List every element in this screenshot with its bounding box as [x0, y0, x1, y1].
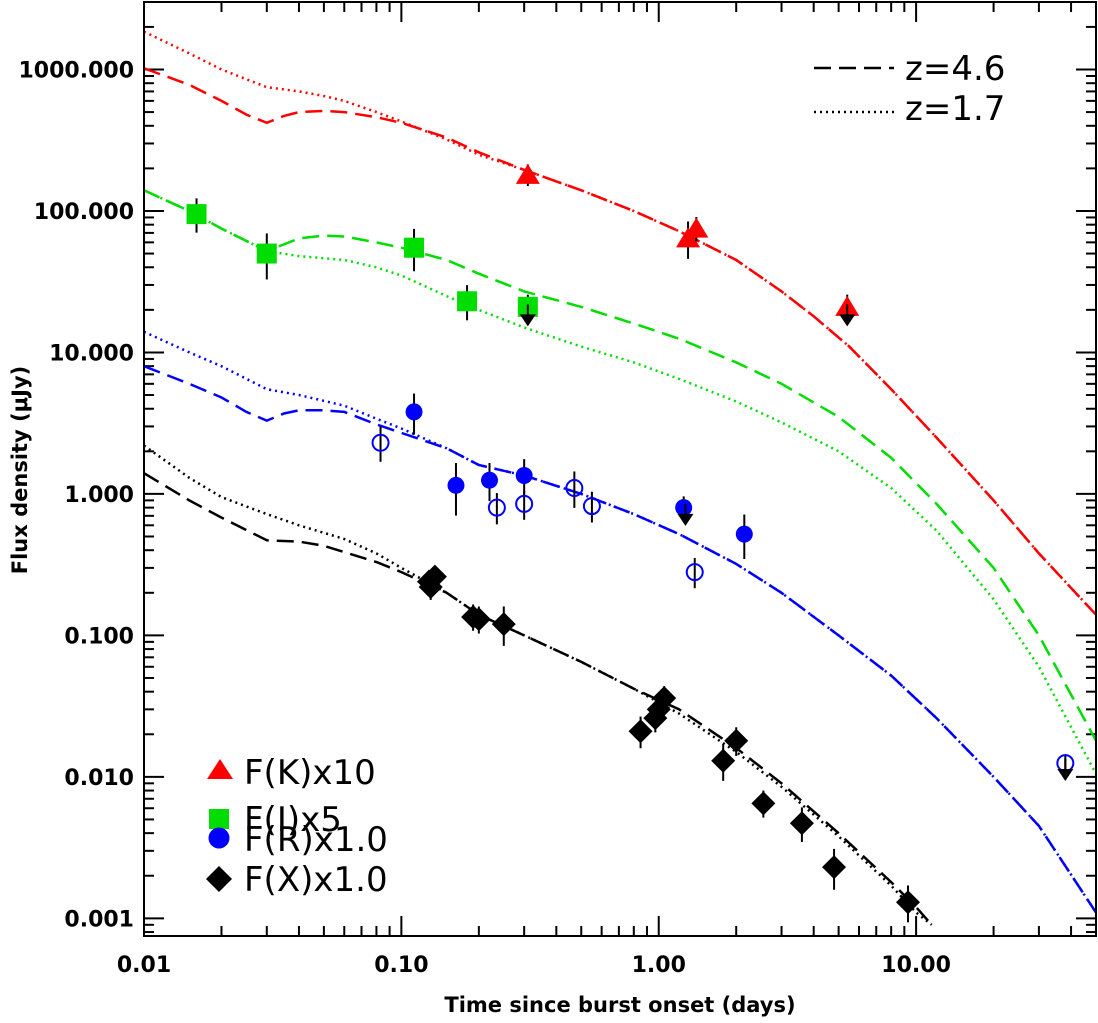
data-point-diamond [491, 612, 516, 637]
data-point-circle-filled [675, 499, 693, 517]
y-tick-label: 0.100 [64, 624, 134, 649]
legend-label-fr: F(R)x1.0 [244, 820, 388, 860]
legend-label-z46: z=4.6 [905, 49, 1005, 89]
data-point-circle-open [515, 494, 534, 513]
legend-square-marker [209, 809, 229, 829]
data-point-circle-filled [447, 476, 465, 494]
data-point-diamond [422, 564, 447, 589]
data-point-circle-filled [515, 466, 533, 484]
data-point-diamond [466, 607, 491, 632]
data-point-triangle [515, 163, 540, 184]
data-point-square [256, 243, 277, 264]
upper-limit-arrow [1057, 768, 1074, 781]
x-axis-title: Time since burst onset (days) [444, 993, 795, 1017]
data-point-diamond [822, 855, 847, 880]
data-point-diamond [895, 890, 920, 915]
data-point-diamond [724, 728, 749, 753]
data-point-diamond [652, 686, 677, 711]
plot-frame [143, 1, 1097, 937]
y-tick-label: 1.000 [64, 483, 134, 508]
line-style-legend: z=4.6 z=1.7 [814, 49, 1005, 129]
data-point-diamond [751, 791, 776, 816]
x-tick-label: 0.10 [374, 953, 428, 978]
data-point-circle-open [371, 433, 390, 452]
legend-label-fk: F(K)x10 [244, 753, 376, 793]
data-point-square [457, 291, 478, 312]
x-tick-label: 10.00 [881, 953, 951, 978]
y-tick-label: 10.000 [49, 341, 134, 366]
legend-circle-marker [208, 827, 230, 849]
model-curve-z46-f-x-x1-0 [144, 472, 933, 926]
data-point-diamond [711, 748, 736, 773]
marker-legend: F(K)x10 F(I)x5 F(R)x1.0 F(X)x1.0 [206, 753, 388, 900]
x-axis-ticks: 0.01 0.10 1.00 10.00 [117, 2, 1097, 978]
upper-limit-arrow [519, 314, 536, 327]
y-tick-label: 0.010 [64, 766, 134, 791]
x-tick-label: 1.00 [632, 953, 686, 978]
data-point-circle-filled [735, 525, 753, 543]
y-axis-title: Flux density (μJy) [8, 366, 32, 574]
y-tick-label: 0.001 [64, 907, 134, 932]
x-tick-label: 0.01 [117, 953, 171, 978]
data-point-diamond [628, 719, 653, 744]
model-curve-z17-f-r-x1-0 [144, 330, 1096, 914]
data-point-circle-open [685, 563, 704, 582]
data-point-square [404, 237, 425, 258]
upper-limits [519, 304, 1074, 781]
data-point-circle-open [582, 497, 601, 516]
data-point-circle-filled [480, 471, 498, 489]
model-curve-z17-f-i-x5 [144, 189, 1096, 775]
data-point-circle-open [487, 498, 506, 517]
legend-label-fx: F(X)x1.0 [244, 860, 388, 900]
data-point-square [186, 204, 207, 225]
data-point-diamond [789, 811, 814, 836]
legend-label-z17: z=1.7 [905, 89, 1005, 129]
data-point-triangle [684, 217, 709, 238]
data-point-circle-filled [405, 403, 423, 421]
legend-label-fi: F(I)x5 [244, 800, 342, 840]
legend-triangle-marker [207, 759, 233, 779]
legend-diamond-marker [206, 866, 232, 892]
y-tick-label: 1000.000 [18, 58, 134, 83]
upper-limit-arrow [839, 314, 856, 327]
model-curve-z46-f-i-x5 [144, 189, 1096, 742]
data-point-circle-open [565, 479, 584, 498]
y-axis-ticks: 0.001 0.010 0.100 1.000 10.000 100.000 1000.00… [18, 1, 1096, 934]
upper-limit-arrow [677, 513, 694, 526]
y-tick-label: 100.000 [34, 200, 134, 225]
data-points [186, 163, 1075, 923]
